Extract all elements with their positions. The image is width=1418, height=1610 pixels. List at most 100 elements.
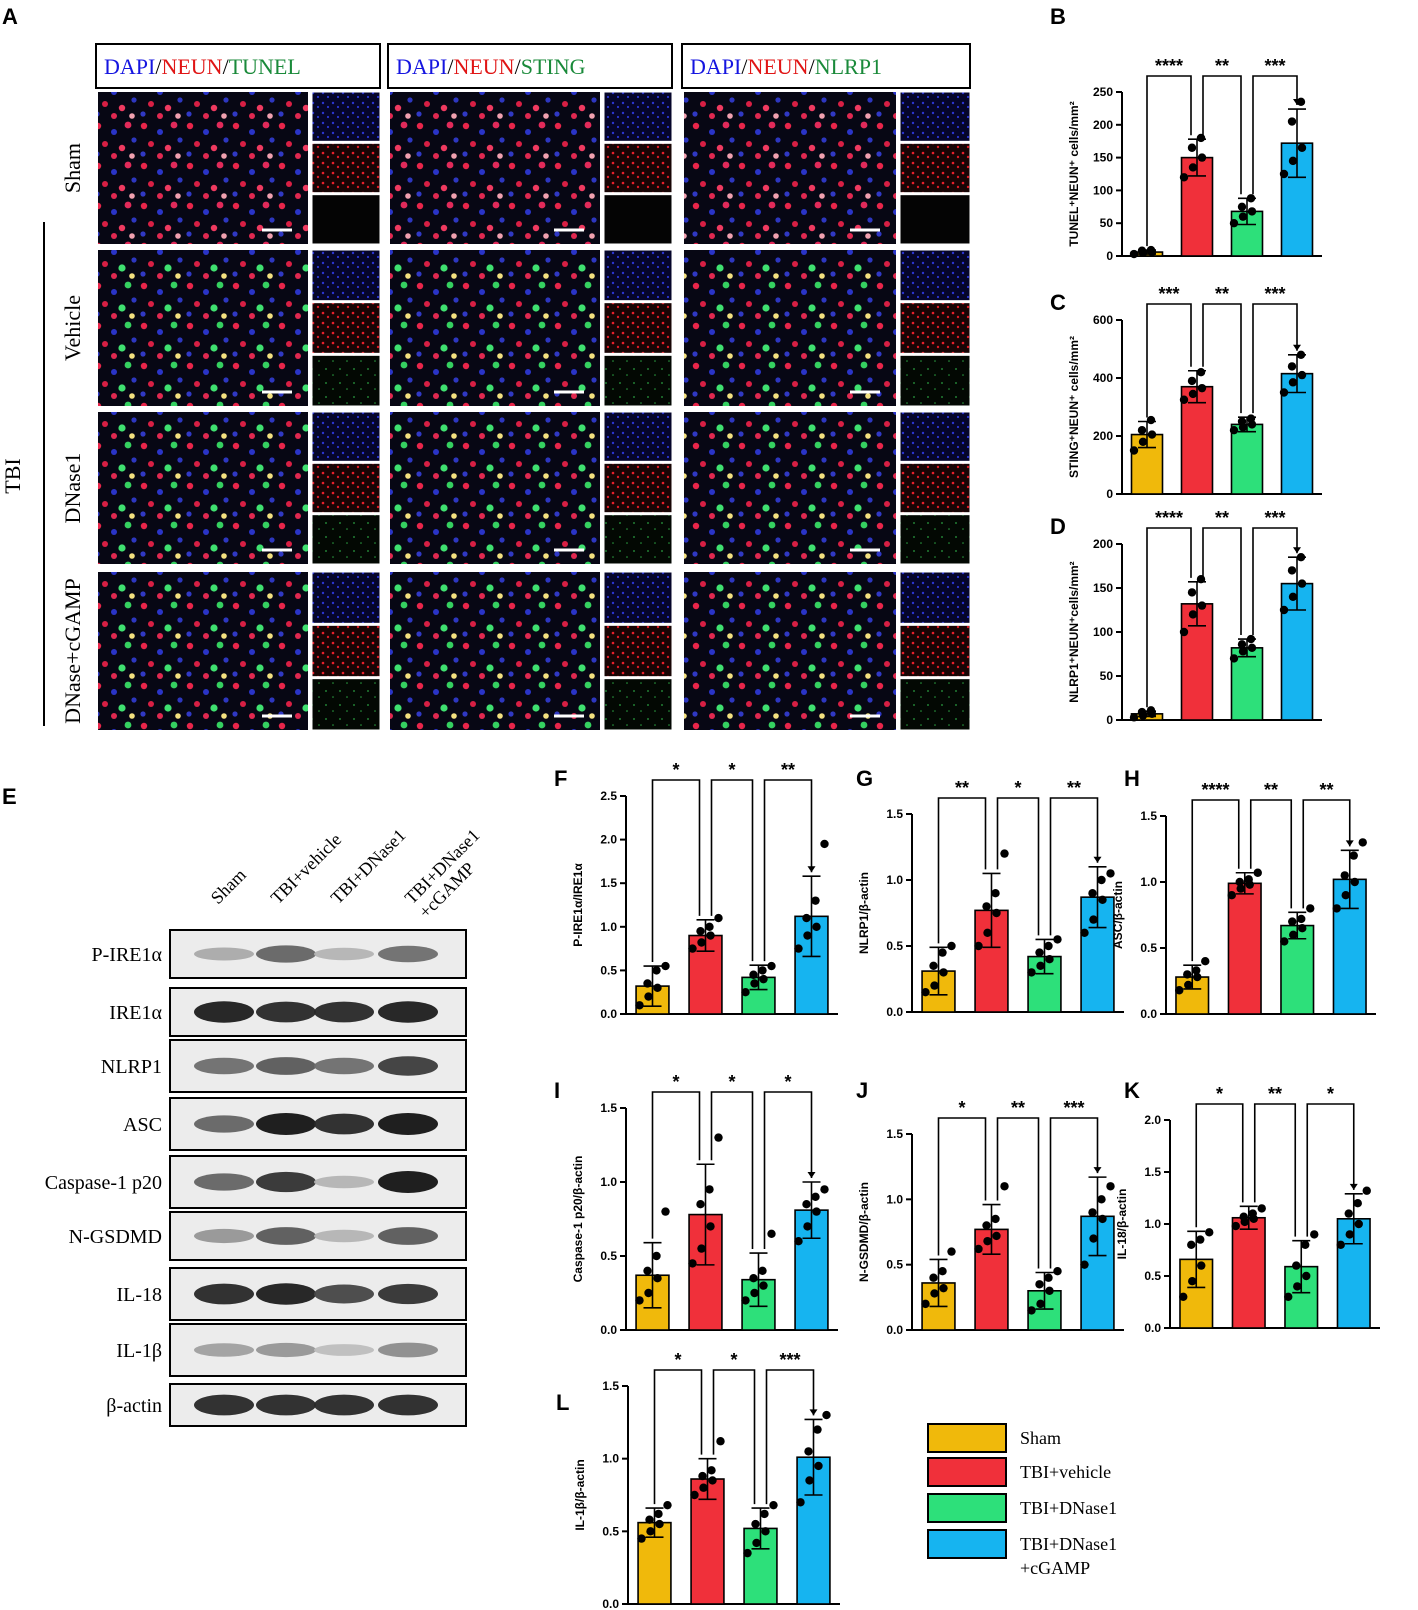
chart-L: L0.00.51.01.5IL-1β/β-actin* * ***	[556, 1350, 840, 1610]
lane-label-line: Sham	[207, 865, 250, 908]
data-point	[1146, 706, 1156, 715]
data-point	[794, 944, 803, 953]
data-point	[1279, 388, 1289, 397]
single-channel-inset	[603, 678, 673, 731]
data-point	[1298, 924, 1307, 933]
protein-band	[378, 1171, 438, 1193]
data-point	[1201, 957, 1210, 966]
data-point	[947, 1247, 956, 1256]
significance-label: *	[784, 1072, 791, 1092]
panel-label: H	[1124, 766, 1140, 791]
data-point	[1358, 838, 1367, 847]
significance-label: **	[781, 760, 795, 780]
single-channel-inset	[311, 91, 381, 142]
significance-label: **	[1319, 780, 1333, 800]
significance-bracket	[1253, 1103, 1297, 1237]
significance-bracket	[1306, 1103, 1355, 1237]
significance-bracket	[996, 1117, 1040, 1269]
y-tick-label: 200	[1093, 537, 1113, 551]
y-tick-label: 0.0	[602, 1597, 619, 1610]
data-point	[696, 926, 705, 936]
single-channel-inset	[603, 302, 673, 354]
bar	[1227, 882, 1262, 1015]
data-point	[749, 970, 758, 979]
single-channel-inset	[899, 249, 971, 302]
band-label: β-actin	[106, 1395, 162, 1417]
protein-band	[194, 1283, 254, 1305]
data-point	[1238, 647, 1248, 656]
significance-bracket	[763, 1091, 813, 1250]
data-point	[1188, 610, 1198, 619]
data-point	[983, 928, 992, 937]
bracket-arrow	[807, 1172, 816, 1178]
data-point	[1253, 868, 1262, 877]
data-point	[1227, 891, 1236, 900]
single-channel-inset	[311, 571, 381, 624]
legend-label-line: TBI+DNase1	[1020, 1534, 1117, 1554]
data-point	[688, 1259, 697, 1268]
y-axis-label: ASC/β-actin	[1111, 881, 1125, 949]
bracket-arrow	[1293, 547, 1301, 554]
data-point	[644, 992, 653, 1001]
significance-bracket	[1146, 75, 1192, 247]
data-point	[646, 1527, 655, 1536]
y-tick-label: 1.5	[600, 1101, 617, 1115]
protein-band	[314, 1284, 374, 1304]
protein-band	[194, 1115, 254, 1133]
y-axis-label: NLRP1/β-actin	[857, 872, 871, 954]
legend-swatch	[927, 1493, 1007, 1523]
significance-label: *	[730, 1350, 737, 1370]
y-tick-label: 1.5	[1144, 1165, 1161, 1179]
data-point	[1296, 553, 1306, 562]
data-point	[652, 1251, 661, 1261]
significance-label: ****	[1201, 780, 1229, 800]
data-point	[1279, 605, 1289, 615]
y-tick-label: 0.5	[602, 1524, 619, 1538]
data-point	[1292, 1261, 1301, 1270]
data-point	[1188, 163, 1198, 172]
data-point	[803, 1222, 812, 1231]
channel-header-part: /	[741, 54, 748, 79]
data-point	[1237, 640, 1247, 649]
data-point	[645, 1515, 654, 1524]
y-axis-label: TUNEL⁺NEUN⁺ cells/mm²	[1067, 101, 1081, 246]
data-point	[654, 1509, 663, 1519]
legend-label-line: +cGAMP	[1020, 1558, 1090, 1578]
data-point	[1310, 1230, 1319, 1239]
data-point	[1179, 395, 1189, 404]
significance-label: *	[1216, 1084, 1223, 1104]
data-point	[1238, 212, 1248, 221]
merged-micrograph	[684, 250, 896, 406]
data-point	[643, 979, 652, 988]
significance-label: **	[1215, 56, 1229, 76]
data-point	[698, 1471, 707, 1481]
data-point	[811, 896, 820, 905]
significance-label: *	[1014, 778, 1021, 798]
y-tick-label: 2.0	[600, 833, 617, 847]
panel-label: L	[556, 1390, 569, 1415]
protein-band	[314, 1229, 374, 1243]
data-point	[1088, 889, 1097, 898]
data-point	[751, 1519, 760, 1529]
data-point	[1187, 1240, 1196, 1250]
y-tick-label: 1.5	[886, 1127, 903, 1141]
y-tick-label: 0.0	[600, 1007, 617, 1021]
data-point	[938, 1267, 947, 1276]
significance-bracket	[653, 1369, 703, 1505]
merged-micrograph	[390, 250, 600, 406]
data-point	[705, 1185, 714, 1194]
data-point	[1129, 713, 1139, 722]
data-point	[1197, 383, 1207, 393]
data-point	[1045, 955, 1054, 964]
significance-label: ***	[1158, 284, 1179, 304]
protein-band	[378, 1283, 438, 1305]
data-point	[1244, 875, 1253, 884]
data-point	[1098, 1214, 1107, 1224]
data-point	[1187, 376, 1197, 386]
legend-swatch	[927, 1529, 1007, 1559]
data-point	[1336, 1240, 1345, 1250]
y-tick-label: 1.0	[886, 873, 903, 887]
data-point	[759, 974, 768, 984]
significance-bracket	[1252, 527, 1298, 636]
